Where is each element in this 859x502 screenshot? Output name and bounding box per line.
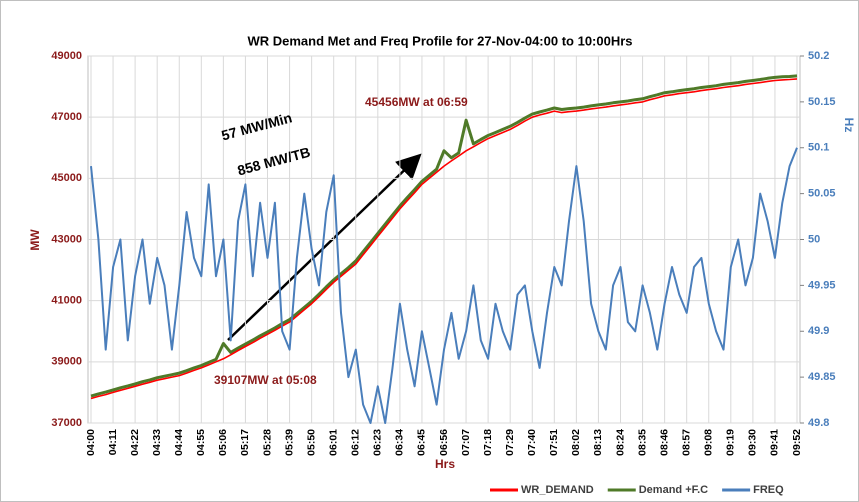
x-tick-label: 08:46 (658, 429, 670, 456)
x-tick-label: 07:29 (504, 429, 516, 456)
x-tick-label: 09:41 (769, 429, 781, 456)
annotation: 45456MW at 06:59 (365, 95, 468, 109)
y2-axis-label: Hz (842, 118, 856, 133)
legend-label: WR_DEMAND (521, 484, 594, 496)
y-tick-label: 41000 (51, 295, 82, 307)
x-tick-label: 04:00 (85, 429, 97, 456)
y2-tick-label: 49.95 (808, 279, 836, 291)
y2-tick-label: 50.15 (808, 96, 836, 108)
x-tick-label: 07:18 (482, 429, 494, 456)
x-tick-label: 04:55 (195, 429, 207, 456)
y-axis-label: MW (28, 229, 42, 251)
x-tick-label: 07:51 (548, 429, 560, 456)
x-tick-label: 04:44 (173, 429, 185, 456)
x-tick-label: 08:35 (636, 429, 648, 456)
x-tick-label: 09:30 (747, 429, 759, 456)
chart-title: WR Demand Met and Freq Profile for 27-No… (247, 33, 632, 48)
x-tick-label: 04:11 (107, 429, 119, 455)
x-axis-label: Hrs (435, 457, 455, 471)
series-line (90, 74, 798, 398)
x-tick-label: 05:50 (305, 429, 317, 456)
x-tick-label: 09:08 (703, 429, 715, 456)
y2-tick-label: 49.9 (808, 325, 829, 337)
x-tick-label: 05:06 (217, 429, 229, 456)
y-tick-label: 37000 (51, 417, 82, 429)
legend-label: FREQ (753, 484, 784, 496)
x-tick-label: 09:52 (791, 429, 803, 456)
x-tick-label: 08:24 (614, 429, 626, 456)
x-tick-label: 05:39 (283, 429, 295, 456)
x-tick-label: 08:13 (592, 429, 604, 456)
x-tick-label: 06:01 (327, 429, 339, 456)
y-tick-label: 39000 (51, 356, 82, 368)
series-line (90, 78, 798, 400)
x-tick-label: 06:12 (350, 429, 362, 456)
x-tick-label: 06:23 (372, 429, 384, 456)
y-tick-label: 45000 (51, 172, 82, 184)
x-tick-label: 06:56 (438, 429, 450, 456)
x-tick-label: 06:34 (394, 429, 406, 456)
y-tick-label: 49000 (51, 50, 82, 62)
x-tick-label: 05:17 (239, 429, 251, 456)
x-tick-label: 07:07 (460, 429, 472, 456)
x-tick-label: 04:22 (129, 429, 141, 456)
legend-label: Demand +F.C (639, 484, 708, 496)
x-tick-label: 04:33 (151, 429, 163, 456)
y2-tick-label: 50.2 (808, 50, 829, 62)
y-tick-label: 43000 (51, 233, 82, 245)
x-tick-label: 08:57 (680, 429, 692, 456)
x-tick-label: 05:28 (261, 429, 273, 456)
annotation: 39107MW at 05:08 (214, 373, 317, 387)
y2-tick-label: 50.05 (808, 188, 836, 200)
x-tick-label: 08:02 (570, 429, 582, 456)
y2-tick-label: 50 (808, 233, 820, 245)
x-tick-label: 06:45 (416, 429, 428, 456)
y-tick-label: 47000 (51, 111, 82, 123)
x-tick-label: 09:19 (725, 429, 737, 456)
x-tick-label: 07:40 (526, 429, 538, 456)
y2-tick-label: 49.8 (808, 417, 829, 429)
y2-tick-label: 49.85 (808, 371, 836, 383)
y2-tick-label: 50.1 (808, 142, 829, 154)
series-line (90, 147, 798, 424)
